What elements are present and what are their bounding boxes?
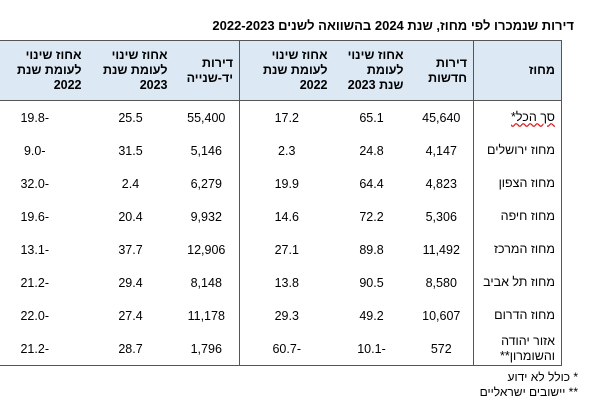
cell-value: 8,580	[425, 275, 457, 290]
cell-value: 45,640	[422, 110, 461, 125]
cell-value: 20.4	[118, 209, 143, 224]
cell-value: -32.0	[20, 176, 49, 191]
cell-value: 25.5	[118, 110, 143, 125]
cell-value: 19.9	[239, 167, 334, 200]
cell-value: -13.1	[20, 242, 49, 257]
cell-value: 10,607	[422, 308, 461, 323]
cell-value: 6,279	[190, 176, 222, 191]
cell-value: 89.8	[359, 242, 384, 257]
cell-value: -9.0	[23, 143, 46, 158]
column-header: אחוז שינוי לעומת שנת 2023	[87, 40, 174, 101]
district-name: מחוז הצפון	[473, 167, 562, 200]
table-container: מחוז דירות חדשות אחוז שינוי לעומת שנת 2023…	[0, 40, 562, 370]
table-row: סך הכל* 45,640 65.1 17.2 55,400 25.5 -19.8	[0, 100, 562, 134]
cell-value: 17.2	[239, 100, 334, 134]
cell-value: -21.2	[20, 275, 49, 290]
cell-value: 4,147	[425, 143, 457, 158]
table-row: מחוז תל אביב 8,580 90.5 13.8 8,148 29.4 -21.2	[0, 266, 562, 299]
cell-value: 13.8	[239, 266, 334, 299]
cell-value: -21.2	[20, 341, 49, 356]
cell-value: 4,823	[425, 176, 457, 191]
district-name: סך הכל*	[473, 100, 562, 134]
cell-value: 2.4	[121, 176, 140, 191]
table-row: מחוז הדרום 10,607 49.2 29.3 11,178 27.4 -22.0	[0, 299, 562, 332]
column-header: מחוז	[473, 40, 562, 101]
cell-value: 5,146	[190, 143, 222, 158]
cell-value: 28.7	[118, 341, 143, 356]
cell-value: 5,306	[425, 209, 457, 224]
cell-value: 29.4	[118, 275, 143, 290]
cell-value: 24.8	[359, 143, 384, 158]
table-row: מחוז הצפון 4,823 64.4 19.9 6,279 2.4 -32.0	[0, 167, 562, 200]
cell-value: 49.2	[359, 308, 384, 323]
cell-value: 90.5	[359, 275, 384, 290]
table: מחוז דירות חדשות אחוז שינוי לעומת שנת 2023…	[0, 40, 562, 366]
footnotes: * כולל לא ידוע ** יישובים ישראליים	[480, 370, 578, 400]
cell-value: 72.2	[359, 209, 384, 224]
table-title: דירות שנמכרו לפי מחוז, שנת 2024 בהשוואה …	[212, 18, 574, 33]
cell-value: 8,148	[190, 275, 222, 290]
cell-value: 2.3	[239, 134, 334, 167]
district-name: מחוז חיפה	[473, 200, 562, 233]
table-row: מחוז ירושלים 4,147 24.8 2.3 5,146 31.5 -9.0	[0, 134, 562, 167]
cell-value: 11,492	[422, 242, 460, 257]
cell-value: 1,796	[190, 341, 222, 356]
cell-value: -10.1	[357, 341, 386, 356]
cell-value: 31.5	[118, 143, 143, 158]
cell-value: -19.6	[20, 209, 49, 224]
table-row: מחוז המרכז 11,492 89.8 27.1 12,906 37.7 -13.1	[0, 233, 562, 266]
cell-value: -22.0	[20, 308, 49, 323]
cell-value: 572	[430, 341, 452, 356]
table-row: אזור יהודה והשומרון** 572 -10.1 -60.7 1,796 2…	[0, 332, 562, 366]
cell-value: -19.8	[20, 110, 49, 125]
cell-value: -60.7	[239, 332, 334, 366]
district-name: מחוז תל אביב	[473, 266, 562, 299]
district-name: מחוז ירושלים	[473, 134, 562, 167]
cell-value: 55,400	[187, 110, 226, 125]
header-row: מחוז דירות חדשות אחוז שינוי לעומת שנת 2023…	[0, 40, 562, 101]
cell-value: 9,932	[190, 209, 222, 224]
district-name: אזור יהודה והשומרון**	[473, 332, 562, 366]
footnote: * כולל לא ידוע	[507, 370, 578, 384]
column-header: אחוז שינוי לעומת שנת 2022	[0, 40, 88, 101]
district-name: מחוז הדרום	[473, 299, 562, 332]
column-header: דירות חדשות	[409, 40, 474, 101]
district-name: מחוז המרכז	[473, 233, 562, 266]
cell-value: 64.4	[359, 176, 384, 191]
column-header: אחוז שינוי לעומת שנת 2022	[239, 40, 334, 101]
footnote: ** יישובים ישראליים	[479, 385, 578, 399]
cell-value: 65.1	[359, 110, 384, 125]
cell-value: 27.4	[118, 308, 143, 323]
cell-value: 37.7	[118, 242, 143, 257]
cell-value: 27.1	[239, 233, 334, 266]
cell-value: 29.3	[239, 299, 334, 332]
cell-value: 14.6	[239, 200, 334, 233]
column-header: דירות יד-שנייה	[173, 40, 240, 101]
cell-value: 11,178	[187, 308, 225, 323]
table-row: מחוז חיפה 5,306 72.2 14.6 9,932 20.4 -19.6	[0, 200, 562, 233]
cell-value: 12,906	[187, 242, 226, 257]
column-header: אחוז שינוי לעומת שנת 2023	[333, 40, 410, 101]
table-body: סך הכל* 45,640 65.1 17.2 55,400 25.5 -19.8 מחוז…	[0, 100, 562, 366]
